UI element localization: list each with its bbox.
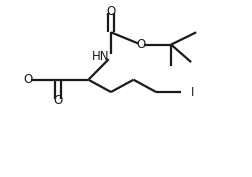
Text: O: O xyxy=(106,5,116,18)
Text: O: O xyxy=(136,38,146,51)
Text: O: O xyxy=(54,94,63,107)
Text: I: I xyxy=(191,85,195,99)
Text: O: O xyxy=(24,73,33,86)
Text: HN: HN xyxy=(92,50,110,63)
